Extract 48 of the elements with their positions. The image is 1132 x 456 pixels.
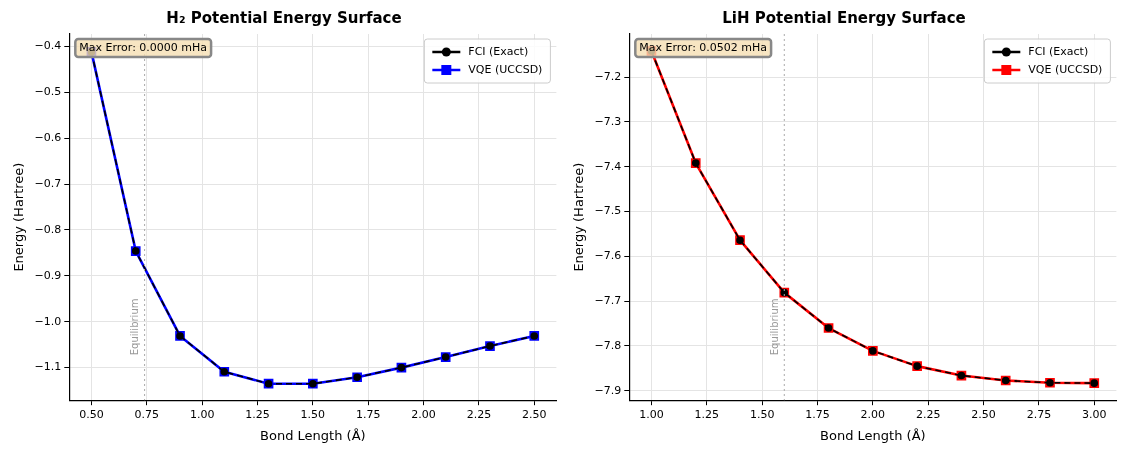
y-tick-label: −0.5 [34, 85, 62, 99]
y-tick-label: −0.7 [34, 176, 62, 190]
y-tick-label: −1.0 [34, 314, 62, 328]
y-tick-label: −7.2 [594, 69, 622, 83]
y-tick-label: −0.6 [34, 131, 62, 145]
legend-label: VQE (UCCSD) [1028, 62, 1103, 76]
annotation: Max Error: 0.0502 mHa [639, 40, 768, 54]
y-tick-label: −0.4 [34, 39, 62, 53]
x-tick-label: 1.25 [245, 407, 270, 421]
chart-title: H₂ Potential Energy Surface [166, 8, 402, 27]
x-axis-title: Bond Length (Å) [820, 427, 926, 443]
chart-title: LiH Potential Energy Surface [722, 8, 966, 27]
x-tick-label: 2.00 [860, 407, 886, 421]
x-tick-label: 2.00 [411, 407, 436, 421]
x-tick-label: 0.50 [79, 407, 104, 421]
y-tick-label: −0.9 [34, 268, 62, 282]
y-tick-label: −7.6 [594, 249, 622, 263]
y-tick-label: −7.3 [594, 114, 622, 128]
annotation: Max Error: 0.0000 mHa [79, 40, 208, 54]
legend-label: FCI (Exact) [1028, 44, 1089, 58]
y-axis-title: Energy (Hartree) [11, 162, 27, 272]
x-tick-label: 1.00 [639, 407, 664, 421]
x-axis-title: Bond Length (Å) [260, 427, 366, 443]
x-tick-label: 1.00 [189, 407, 215, 421]
x-tick-label: 1.50 [749, 407, 775, 421]
x-tick-label: 1.75 [805, 407, 830, 421]
x-tick-label: 2.75 [1026, 407, 1052, 421]
x-tick-label: 2.50 [522, 407, 547, 421]
x-tick-label: 0.75 [134, 407, 160, 421]
y-tick-label: −1.1 [34, 360, 62, 374]
y-tick-label: −7.7 [594, 294, 622, 307]
y-tick-label: −7.9 [594, 383, 622, 397]
x-tick-label: 1.75 [355, 407, 381, 421]
y-tick-label: −7.8 [594, 338, 622, 352]
x-tick-label: 2.25 [466, 407, 492, 421]
x-tick-label: 2.25 [915, 407, 941, 421]
x-tick-label: 1.50 [300, 407, 326, 421]
ref-line-label: Equilibrium [768, 298, 780, 356]
y-tick-label: −0.8 [34, 222, 62, 236]
x-tick-label: 1.25 [694, 407, 720, 421]
x-tick-label: 2.50 [971, 407, 996, 421]
legend-label: FCI (Exact) [468, 44, 529, 58]
y-tick-label: −7.4 [594, 159, 622, 173]
legend-label: VQE (UCCSD) [468, 62, 543, 76]
ref-line-label: Equilibrium [129, 298, 141, 356]
x-tick-label: 3.00 [1082, 407, 1107, 421]
y-axis-title: Energy (Hartree) [571, 162, 587, 272]
y-tick-label: −7.5 [594, 204, 622, 218]
